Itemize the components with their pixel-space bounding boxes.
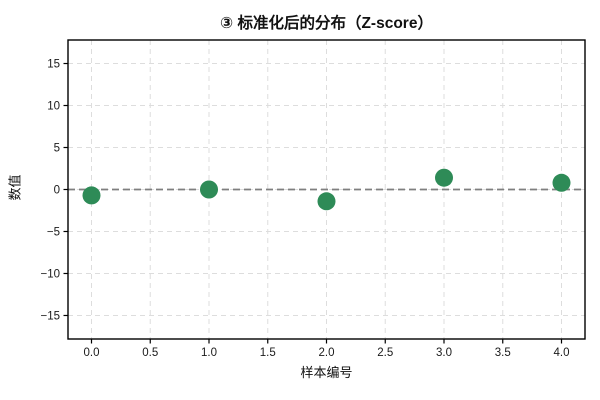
- y-tick-label: 0: [54, 185, 60, 197]
- x-tick-label: 1.0: [201, 347, 217, 359]
- x-tick-label: 4.0: [554, 347, 570, 359]
- y-tick-label: 10: [47, 101, 60, 113]
- x-tick-label: 1.5: [260, 347, 276, 359]
- x-tick-label: 2.5: [377, 347, 393, 359]
- data-point: [82, 186, 101, 205]
- x-tick-label: 2.0: [319, 347, 335, 359]
- chart-title: ③ 标准化后的分布（Z-score）: [220, 15, 433, 32]
- y-tick-label: 15: [47, 59, 60, 71]
- y-tick-label: −10: [40, 268, 60, 280]
- x-axis-label: 样本编号: [300, 365, 353, 380]
- y-tick-label: −5: [47, 226, 60, 238]
- data-point: [200, 180, 218, 199]
- y-tick-label: −15: [40, 310, 60, 322]
- y-tick-label: 5: [54, 143, 60, 155]
- data-point: [317, 192, 336, 211]
- x-tick-label: 3.5: [495, 347, 511, 359]
- x-tick-label: 0.5: [142, 347, 158, 359]
- x-tick-label: 3.0: [436, 347, 452, 359]
- data-point: [552, 173, 571, 192]
- data-point: [435, 168, 453, 187]
- x-tick-label: 0.0: [84, 347, 100, 359]
